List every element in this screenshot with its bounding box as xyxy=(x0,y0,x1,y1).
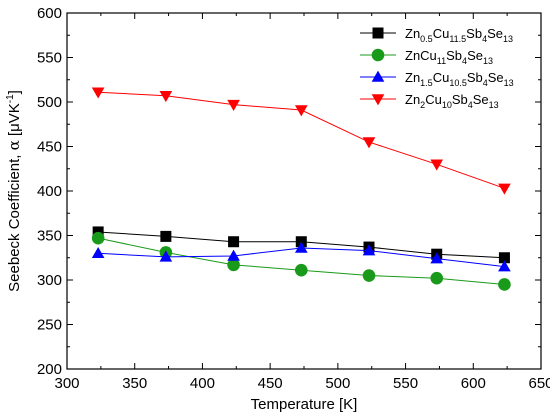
data-point xyxy=(430,252,444,264)
data-point xyxy=(159,91,173,103)
x-tick-label: 450 xyxy=(258,375,283,392)
series-2 xyxy=(91,241,511,272)
data-point xyxy=(430,159,444,171)
y-tick-label: 250 xyxy=(37,317,62,334)
y-axis: 200 250 300 350 400 450 500 550 600 xyxy=(37,5,541,378)
data-point xyxy=(498,252,510,264)
data-point xyxy=(498,183,511,195)
data-point xyxy=(294,263,308,277)
data-point xyxy=(228,236,240,248)
x-axis: 300 350 400 450 500 550 600 650 xyxy=(54,13,550,392)
legend-item-3: Zn2Cu10Sb4Se13 xyxy=(360,92,499,110)
legend-label: Zn1.5Cu10.5Sb4Se13 xyxy=(405,70,514,88)
y-tick-label: 550 xyxy=(37,50,62,67)
x-tick-label: 350 xyxy=(122,375,147,392)
y-tick-label: 500 xyxy=(37,94,62,111)
y-axis-title-unit-close: ] xyxy=(6,90,23,94)
series-3 xyxy=(91,87,511,195)
y-axis-title-prefix: Seebeck Coefficient, xyxy=(6,150,23,291)
legend-marker xyxy=(371,48,385,62)
legend-marker xyxy=(371,70,385,82)
data-point xyxy=(91,87,105,99)
data-point xyxy=(160,230,172,242)
legend-label: Zn2Cu10Sb4Se13 xyxy=(405,92,499,110)
data-point xyxy=(294,241,308,253)
legend-item-1: ZnCu11Sb4Se13 xyxy=(360,48,493,66)
y-tick-label: 350 xyxy=(37,228,62,245)
plot-frame xyxy=(66,12,542,370)
data-point xyxy=(91,231,105,245)
x-tick-label: 500 xyxy=(325,375,350,392)
y-tick-label: 450 xyxy=(37,139,62,156)
legend-item-0: Zn0.5Cu11.5Sb4Se13 xyxy=(360,26,513,44)
y-tick-label: 400 xyxy=(37,183,62,200)
y-axis-title: Seebeck Coefficient, α [μVK-1] xyxy=(5,90,23,292)
data-point xyxy=(227,249,240,261)
x-tick-label: 650 xyxy=(528,375,550,392)
legend-label: ZnCu11Sb4Se13 xyxy=(405,48,493,66)
y-axis-title-symbol: α xyxy=(5,140,23,150)
y-tick-label: 600 xyxy=(37,5,62,22)
x-tick-label: 600 xyxy=(461,375,486,392)
data-point xyxy=(227,258,240,272)
x-tick-label: 400 xyxy=(190,375,215,392)
data-point xyxy=(159,250,173,262)
legend-marker xyxy=(371,94,385,106)
x-tick-label: 300 xyxy=(54,375,79,392)
y-tick-label: 200 xyxy=(37,361,62,378)
data-point xyxy=(227,99,240,111)
legend: Zn0.5Cu11.5Sb4Se13 ZnCu11Sb4Se13 Zn1.5Cu10… xyxy=(360,26,514,110)
data-point xyxy=(294,105,308,117)
legend-marker xyxy=(372,27,384,39)
data-point xyxy=(362,244,376,256)
legend-item-2: Zn1.5Cu10.5Sb4Se13 xyxy=(360,70,514,88)
legend-label: Zn0.5Cu11.5Sb4Se13 xyxy=(405,26,513,44)
y-axis-title-unit-sup: -1 xyxy=(5,94,16,103)
x-axis-title: Temperature [K] xyxy=(251,396,358,413)
y-tick-label: 300 xyxy=(37,272,62,289)
x-tick-label: 550 xyxy=(393,375,418,392)
data-point xyxy=(362,269,376,282)
data-point xyxy=(498,278,511,291)
y-axis-title-unit-open: [μVK xyxy=(6,103,23,140)
data-point xyxy=(430,271,444,285)
series-layer xyxy=(91,87,511,291)
plot-area xyxy=(66,12,542,370)
data-point xyxy=(362,137,376,149)
data-point xyxy=(498,260,511,272)
data-point xyxy=(91,246,105,259)
